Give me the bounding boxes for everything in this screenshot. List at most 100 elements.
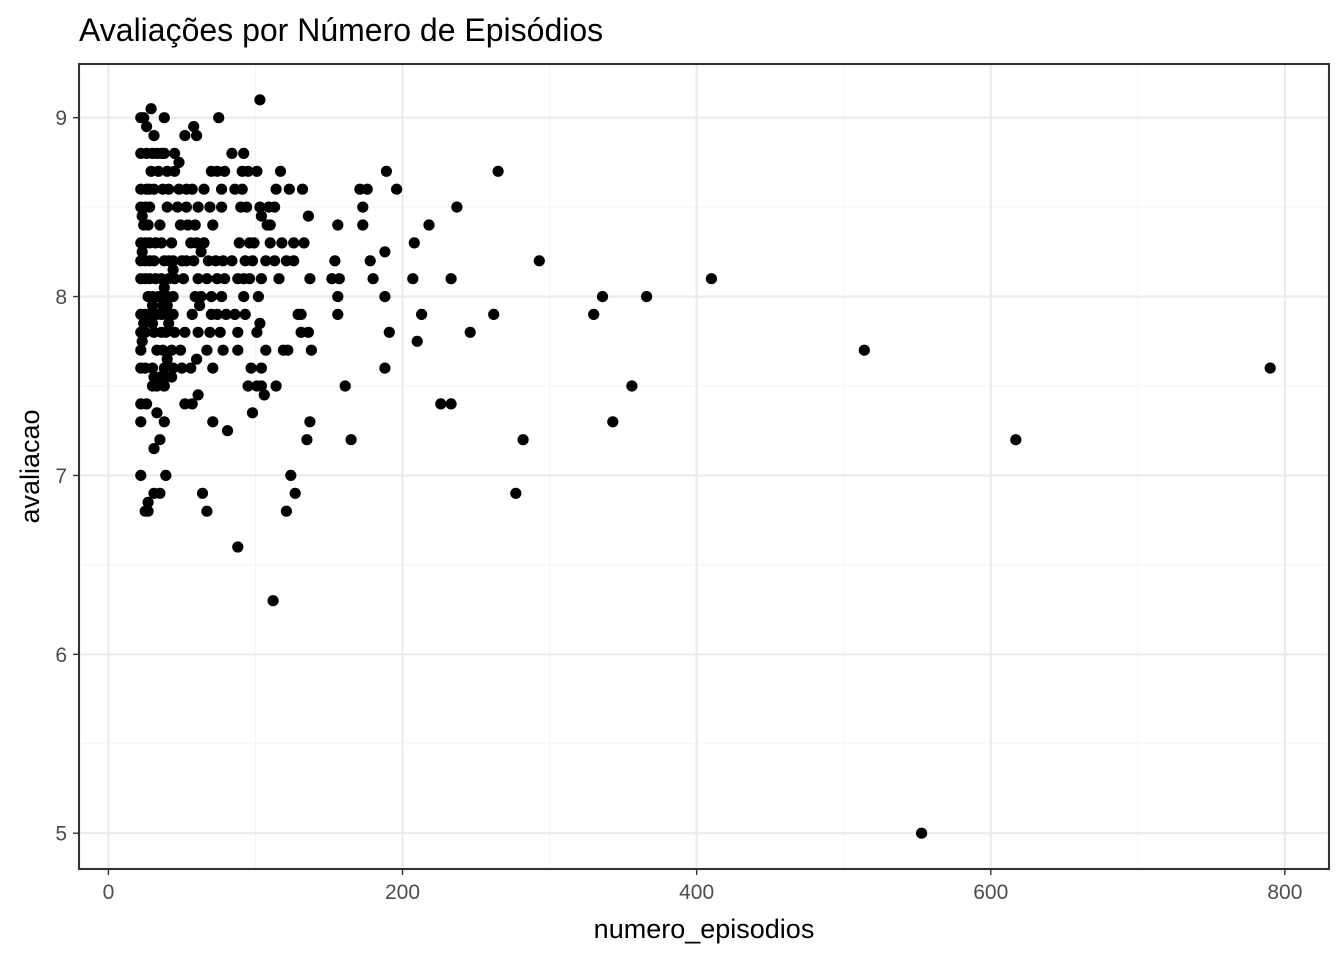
data-point [304,416,316,428]
data-point [219,273,231,285]
data-point [161,299,173,312]
data-point [136,210,148,222]
data-point [216,291,228,303]
data-point [166,237,178,249]
data-point [285,469,297,481]
y-axis-title: avaliacao [15,409,45,523]
data-point [139,326,151,338]
data-point [142,505,154,517]
data-point [204,326,216,338]
data-point [217,255,229,267]
data-point [226,255,238,267]
x-tick-label: 0 [103,881,115,904]
data-point [152,165,164,177]
data-point [201,273,213,285]
data-point [269,255,281,267]
data-point [160,326,172,338]
data-point [510,487,522,499]
data-point [188,121,200,133]
data-point [221,425,234,437]
data-point [407,273,419,285]
data-point [274,165,287,177]
data-point [201,505,213,517]
data-point [185,362,197,374]
data-point [282,344,294,356]
data-point [233,237,245,249]
data-point [241,201,253,213]
data-point [186,183,198,195]
data-point [357,201,369,213]
data-point [238,291,250,303]
data-point [295,308,307,320]
data-point [383,326,395,338]
data-point [174,344,187,356]
data-point [451,201,463,213]
x-axis: 0 200 400 600 800 [103,869,1302,904]
data-point [269,201,281,213]
data-point [217,344,229,356]
data-point [435,398,447,410]
data-point [216,183,228,195]
data-point [364,255,376,267]
data-point [246,407,259,419]
data-point [198,237,210,249]
data-point [191,130,203,142]
data-point [357,219,369,231]
data-point [163,317,175,329]
data-point [135,469,147,481]
data-point [255,380,267,392]
data-point [411,335,423,347]
data-point [167,264,179,276]
data-point [167,255,179,267]
data-point [204,201,216,213]
data-point [166,371,178,383]
data-point [141,121,153,133]
data-point [142,219,154,231]
data-point [858,344,870,356]
data-point [135,344,147,356]
data-point [154,434,166,446]
data-point [161,201,173,213]
data-point [169,326,181,338]
data-point [302,210,314,222]
x-tick-label: 600 [973,881,1008,904]
data-point [361,183,373,195]
data-point [246,255,259,267]
data-point [158,147,170,159]
data-point [302,326,314,338]
data-point [158,282,170,294]
data-point [596,291,609,303]
data-point [280,505,292,517]
y-tick-label: 8 [55,286,67,309]
data-point [298,237,310,249]
data-point [136,335,148,347]
data-point [380,165,392,177]
data-point [288,255,300,267]
panel-border [77,62,1331,871]
data-point [207,416,219,428]
data-point [160,469,172,481]
data-point [194,299,206,312]
data-point [154,487,166,499]
data-point [367,273,379,285]
data-point [251,165,263,177]
x-tick-label: 400 [679,881,714,904]
data-point [148,443,160,455]
data-point [216,201,228,213]
data-point [242,165,254,177]
plot-panel [79,64,1329,869]
data-point [136,246,148,258]
data-point [146,362,159,374]
data-point [305,344,317,356]
data-point [188,255,200,267]
data-point [158,362,170,374]
data-point [148,183,160,195]
data-point [179,130,191,142]
data-point [1264,362,1276,374]
data-point [288,237,300,249]
data-point [195,291,207,303]
data-point [179,326,191,338]
data-point [304,273,316,285]
data-point [138,317,150,329]
data-point [1010,434,1022,446]
